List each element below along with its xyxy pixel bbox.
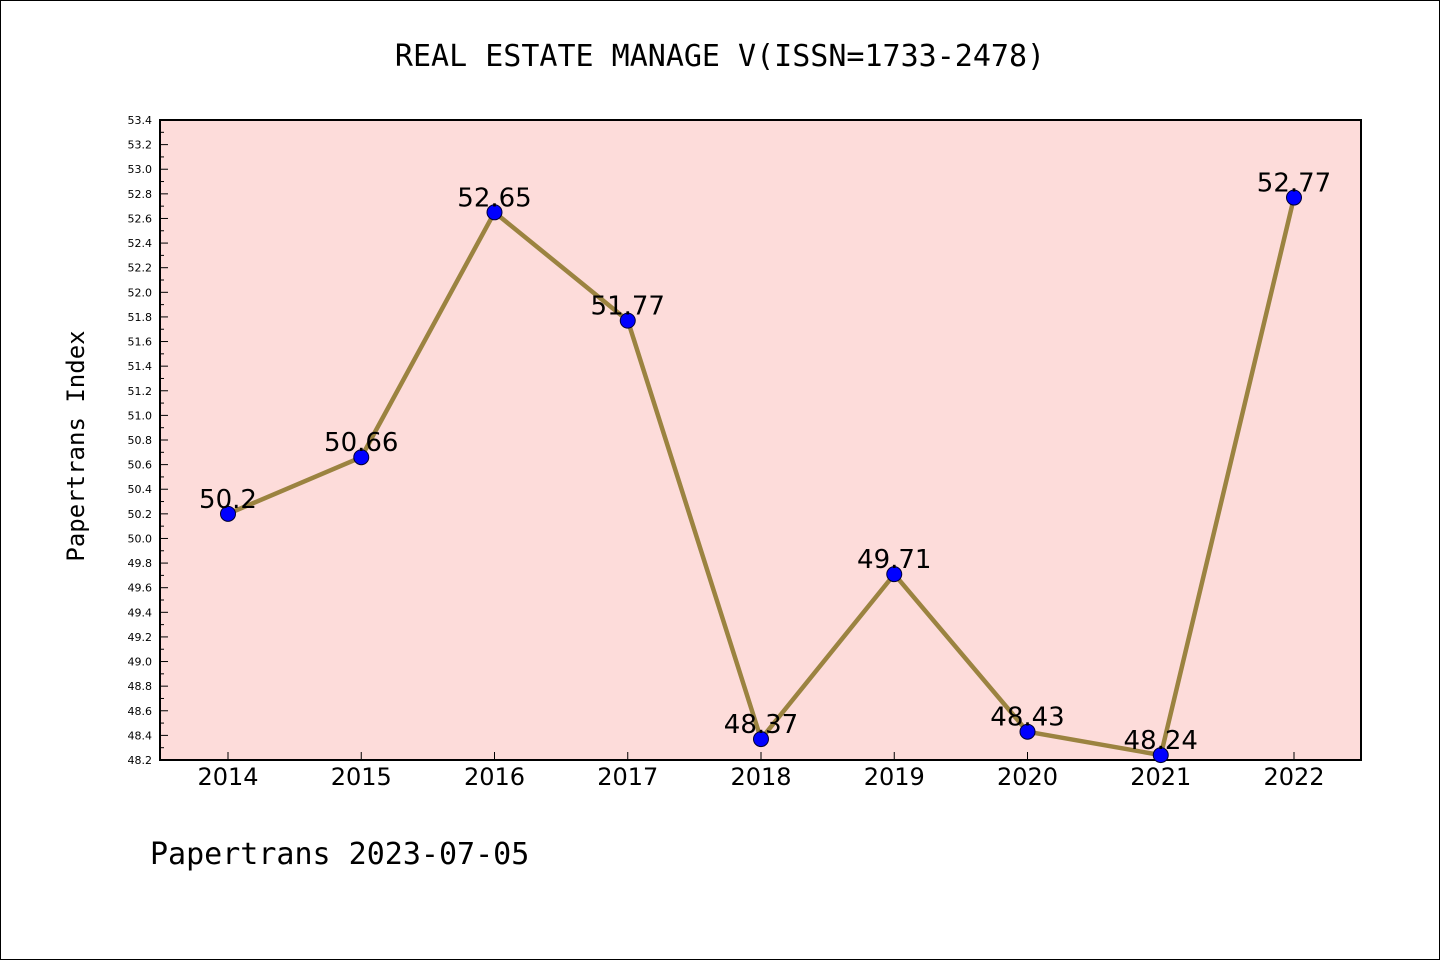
x-tick-label: 2015 <box>331 763 392 791</box>
y-tick-label: 48.8 <box>128 680 153 693</box>
data-point-2014 <box>220 505 236 522</box>
plot-area <box>159 119 1362 761</box>
y-tick-label: 52.8 <box>128 188 153 201</box>
data-point-2015 <box>353 449 370 466</box>
series-markers <box>220 189 1302 764</box>
y-tick-label: 51.4 <box>128 360 153 373</box>
data-label-2015: 50.66 <box>324 428 398 458</box>
y-tick-label: 49.6 <box>128 582 153 595</box>
x-tick-label: 2017 <box>597 763 658 791</box>
y-tick-label: 48.2 <box>128 754 153 767</box>
data-point-2016 <box>486 204 503 221</box>
y-tick-label: 50.4 <box>128 483 153 496</box>
data-label-2020: 48.43 <box>990 703 1064 733</box>
data-point-2021 <box>1152 747 1169 764</box>
y-tick-label: 52.2 <box>128 262 153 275</box>
data-point-2022 <box>1286 189 1302 206</box>
y-axis: 48.2 48.4 48.6 48.8 49.0 49.2 49.4 49.6 49.8 50.0… <box>128 114 168 767</box>
x-tick-label: 2020 <box>997 763 1058 791</box>
data-label-2022: 52.77 <box>1257 169 1331 199</box>
y-tick-label: 49.2 <box>128 631 153 644</box>
data-label-2016: 52.65 <box>457 183 531 213</box>
x-tick-label: 2016 <box>464 763 525 791</box>
y-tick-label: 49.8 <box>128 557 153 570</box>
data-labels: 50.2 50.66 52.65 51.77 48.37 49.71 48.43 48.24 5… <box>199 169 1331 757</box>
data-label-2021: 48.24 <box>1124 726 1198 756</box>
y-tick-label: 50.0 <box>128 532 153 545</box>
data-point-2019 <box>886 566 903 583</box>
y-tick-label: 52.6 <box>128 212 153 225</box>
x-tick-label: 2018 <box>730 763 791 791</box>
data-point-2017 <box>619 312 636 329</box>
y-tick-label: 51.2 <box>128 385 153 398</box>
y-tick-label: 52.0 <box>128 286 153 299</box>
data-label-2017: 51.77 <box>591 292 665 322</box>
y-tick-label: 51.6 <box>128 336 153 349</box>
y-tick-label: 49.4 <box>128 606 153 619</box>
data-point-2018 <box>753 731 769 748</box>
x-axis: 2014 2015 2016 2017 2018 2019 2020 2021 2022 <box>197 752 1325 791</box>
data-label-2014: 50.2 <box>199 485 257 515</box>
data-label-2018: 48.37 <box>724 710 798 740</box>
footer-credit: Papertrans 2023-07-05 <box>150 837 529 872</box>
y-tick-label: 49.0 <box>128 656 153 669</box>
y-tick-label: 53.4 <box>128 114 153 127</box>
data-label-2019: 49.71 <box>857 545 931 575</box>
data-point-2020 <box>1019 723 1036 740</box>
y-tick-label: 53.2 <box>128 139 153 152</box>
y-axis-label: Papertrans Index <box>62 330 90 561</box>
x-tick-label: 2022 <box>1263 763 1324 791</box>
y-tick-label: 51.0 <box>128 409 153 422</box>
y-tick-label: 48.6 <box>128 705 153 718</box>
y-tick-label: 51.8 <box>128 311 153 324</box>
y-tick-label: 48.4 <box>128 729 153 742</box>
y-tick-label: 52.4 <box>128 237 153 250</box>
x-tick-label: 2014 <box>197 763 258 791</box>
y-tick-label: 50.6 <box>128 459 153 472</box>
y-tick-label: 53.0 <box>128 163 153 176</box>
y-tick-label: 50.8 <box>128 434 153 447</box>
x-tick-label: 2019 <box>864 763 925 791</box>
x-tick-label: 2021 <box>1130 763 1191 791</box>
y-tick-label: 50.2 <box>128 508 153 521</box>
chart-title: REAL ESTATE MANAGE V(ISSN=1733-2478) <box>395 39 1045 74</box>
